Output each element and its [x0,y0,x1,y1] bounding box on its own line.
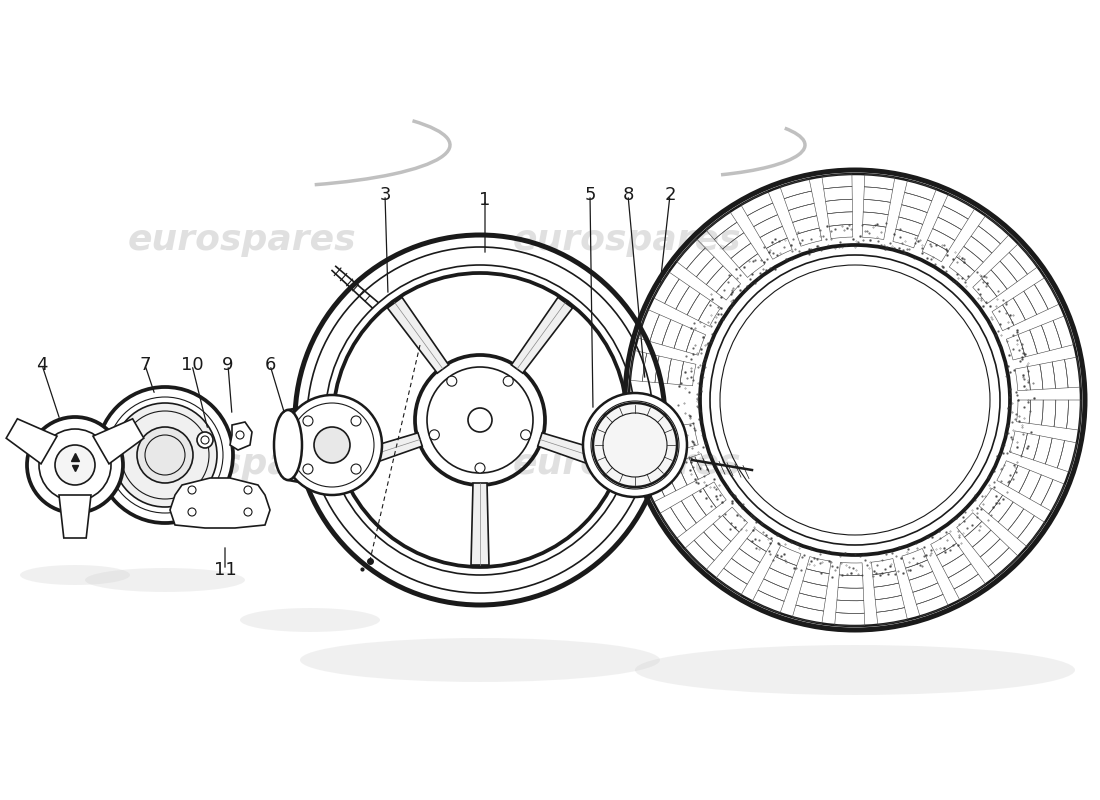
Text: 11: 11 [213,561,236,579]
Circle shape [593,403,676,487]
Circle shape [188,486,196,494]
Polygon shape [538,433,620,474]
Polygon shape [170,478,270,528]
Ellipse shape [85,568,245,592]
Ellipse shape [240,608,380,632]
Circle shape [657,467,667,477]
Text: eurospares: eurospares [128,223,356,257]
Polygon shape [94,419,144,464]
Circle shape [657,413,667,423]
Text: eurospares: eurospares [128,447,356,481]
Circle shape [503,376,514,386]
Circle shape [583,393,688,497]
Circle shape [447,376,456,386]
Ellipse shape [20,565,130,585]
Text: 2: 2 [664,186,675,204]
Text: 1: 1 [480,191,491,209]
Text: 8: 8 [623,186,634,204]
Circle shape [188,508,196,516]
Circle shape [603,467,613,477]
Ellipse shape [274,410,302,480]
Text: eurospares: eurospares [513,447,741,481]
Circle shape [201,436,209,444]
Text: 7: 7 [140,356,151,374]
Polygon shape [230,422,252,450]
Circle shape [429,430,439,440]
Circle shape [28,417,123,513]
Ellipse shape [300,638,660,682]
Text: 9: 9 [222,356,233,374]
Circle shape [603,413,613,423]
Circle shape [244,508,252,516]
Text: 5: 5 [584,186,596,204]
Circle shape [314,427,350,463]
Polygon shape [339,433,422,474]
Circle shape [468,408,492,432]
Text: 3: 3 [379,186,390,204]
Circle shape [55,445,95,485]
Circle shape [351,464,361,474]
Text: 6: 6 [264,356,276,374]
Circle shape [302,464,313,474]
Text: eurospares: eurospares [513,223,741,257]
Polygon shape [471,483,490,565]
Circle shape [236,431,244,439]
Circle shape [282,395,382,495]
Circle shape [475,463,485,473]
Polygon shape [7,419,57,464]
Polygon shape [59,495,91,538]
Ellipse shape [635,645,1075,695]
Circle shape [197,432,213,448]
Circle shape [302,416,313,426]
Circle shape [351,416,361,426]
Polygon shape [387,298,449,373]
Circle shape [520,430,530,440]
Text: 10: 10 [180,356,204,374]
Text: 4: 4 [36,356,47,374]
Circle shape [138,427,192,483]
Polygon shape [512,298,572,373]
Circle shape [244,486,252,494]
Circle shape [113,403,217,507]
Circle shape [97,387,233,523]
